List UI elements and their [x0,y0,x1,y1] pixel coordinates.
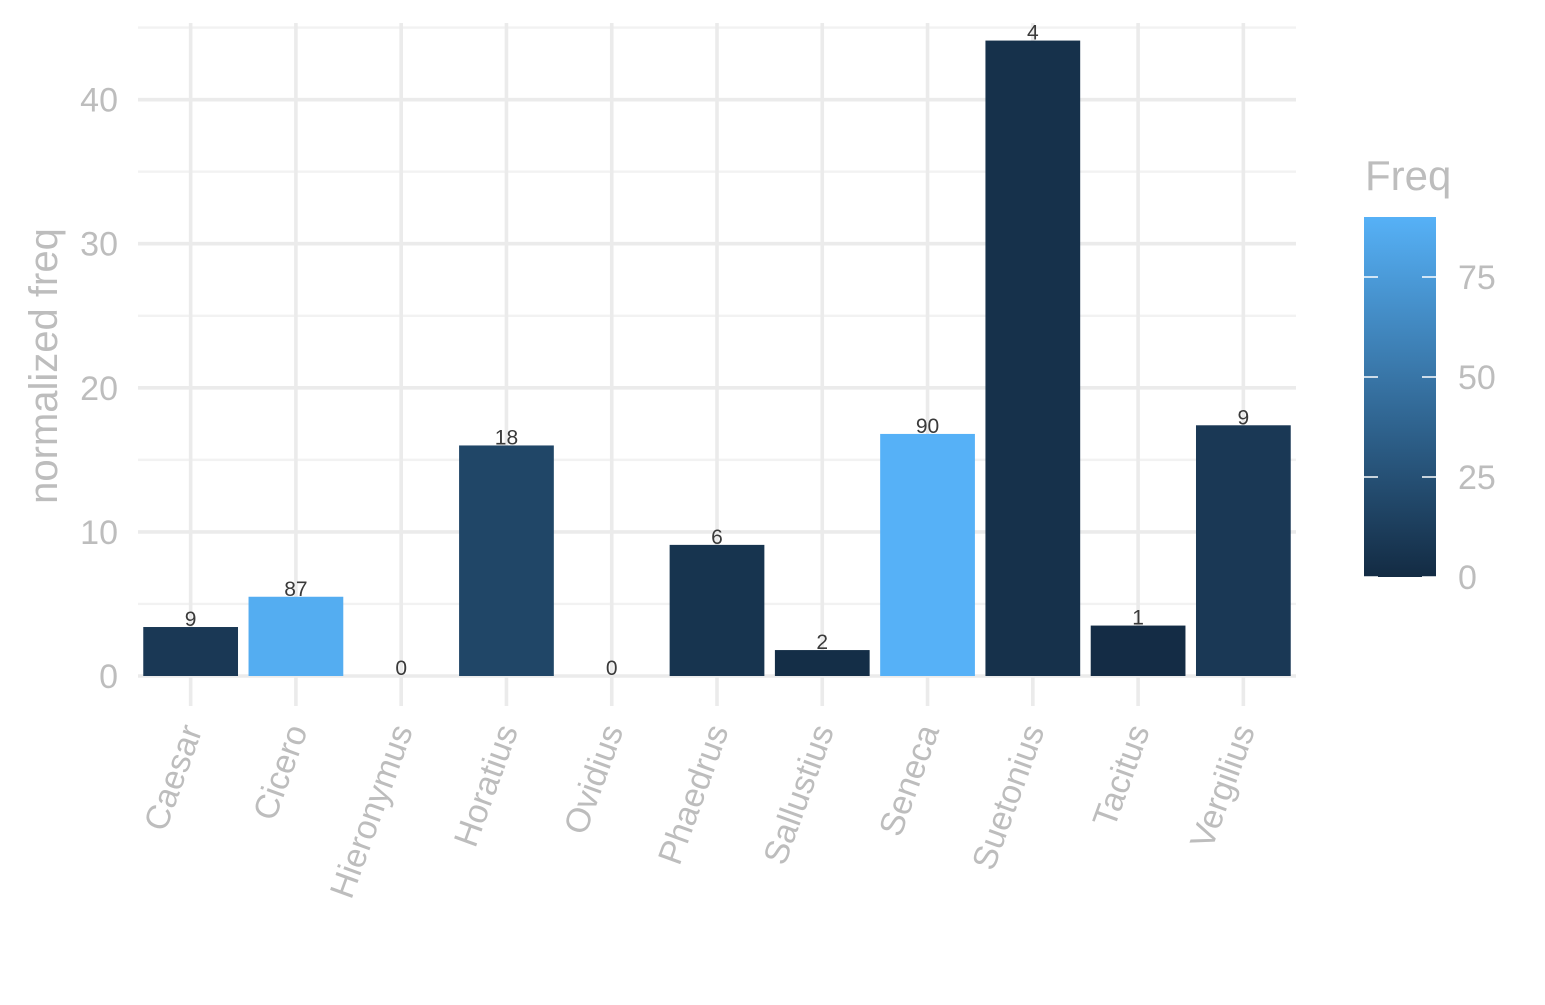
x-tick-label: Phaedrus [651,720,736,870]
x-tick-label: Hieronymus [323,720,421,903]
y-tick-label: 20 [80,370,118,408]
y-tick-label: 0 [99,658,118,696]
x-tick-label: Ovidius [557,720,631,840]
legend-tick-label: 75 [1458,259,1496,297]
bar-value-label: 0 [606,657,618,680]
y-tick-label: 30 [80,226,118,264]
bar-cicero [248,596,344,676]
legend-ticks: 0 25 50 75 [1364,259,1496,597]
bar-value-label: 4 [1027,22,1039,45]
y-tick-label: 40 [80,82,118,120]
x-tick-label: Seneca [872,720,947,841]
bar-labels: 9 87 0 18 0 6 2 90 4 1 9 [185,22,1249,680]
bar-tacitus [1090,625,1186,676]
bar-sallustius [774,650,870,676]
x-tick-label: Sallustius [756,720,841,870]
bar-vergilius [1195,425,1291,676]
x-tick-label: Cicero [246,720,315,825]
bar-value-label: 2 [816,631,828,654]
x-tick-label: Tacitus [1086,720,1158,832]
x-tick-label: Suetonius [965,720,1052,875]
bar-value-label: 18 [495,426,518,449]
legend-tick-label: 0 [1458,559,1477,597]
x-tick-label: Horatius [447,720,526,852]
bar-caesar [143,627,239,676]
y-tick-label: 10 [80,514,118,552]
bar-value-label: 6 [711,526,723,549]
legend-colorbar [1364,217,1436,577]
y-axis: 0 10 20 30 40 [80,82,118,696]
bar-value-label: 90 [916,415,939,438]
bar-value-label: 87 [284,578,307,601]
y-axis-title: normalized freq [22,228,66,504]
bar-horatius [459,445,554,676]
x-tick-label: Caesar [137,720,210,836]
bar-value-label: 9 [1238,406,1250,429]
bar-value-label: 1 [1132,607,1144,630]
bar-phaedrus [669,544,765,676]
bar-value-label: 0 [395,657,407,680]
bar-value-label: 9 [185,608,197,631]
x-axis: Caesar Cicero Hieronymus Horatius Ovidius Pha… [137,720,1263,904]
x-tick-label: Vergilius [1183,720,1263,854]
legend-tick-label: 25 [1458,459,1496,497]
legend-title: Freq [1365,152,1451,199]
legend: Freq 0 25 50 75 [1364,152,1496,597]
bar-seneca [880,433,975,676]
bars [143,40,1291,676]
legend-tick-label: 50 [1458,359,1496,397]
bar-suetonius [985,40,1081,676]
